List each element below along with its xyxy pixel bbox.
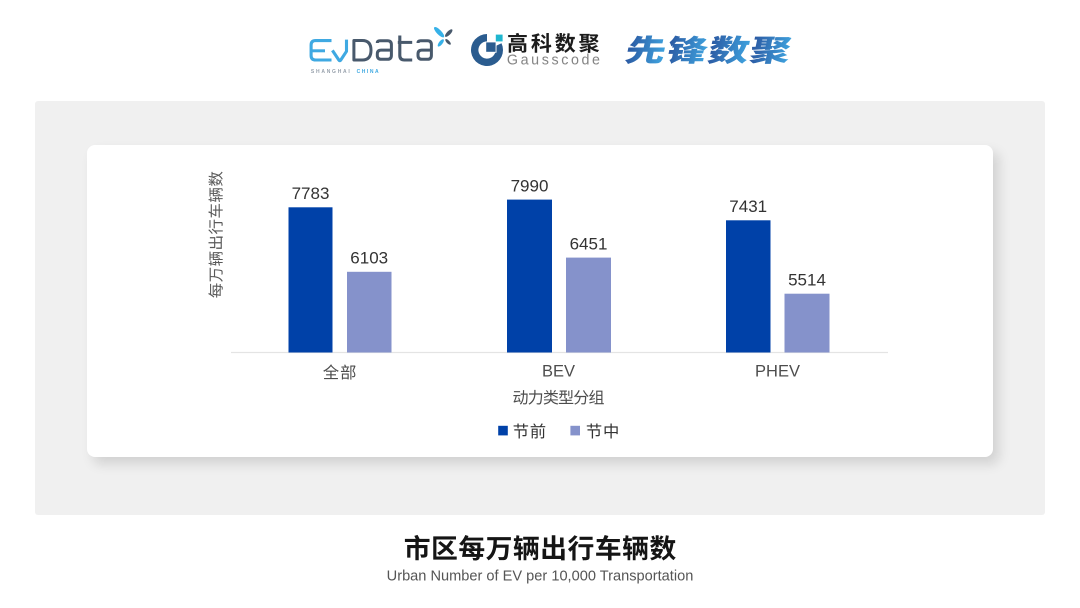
svg-text:5514: 5514 bbox=[788, 271, 826, 290]
svg-text:SHANGHAI: SHANGHAI bbox=[311, 69, 352, 75]
svg-text:7990: 7990 bbox=[511, 176, 549, 195]
svg-text:6451: 6451 bbox=[570, 234, 608, 253]
svg-text:Urban Number of EV per 10,000: Urban Number of EV per 10,000 Transporta… bbox=[387, 569, 694, 585]
svg-text:7783: 7783 bbox=[292, 184, 330, 203]
svg-text:6103: 6103 bbox=[350, 249, 388, 268]
svg-text:Gausscode: Gausscode bbox=[507, 53, 603, 69]
svg-text:7431: 7431 bbox=[729, 197, 767, 216]
svg-text:BEV: BEV bbox=[542, 363, 575, 381]
svg-text:PHEV: PHEV bbox=[755, 363, 800, 381]
svg-text:CHINA: CHINA bbox=[357, 69, 381, 75]
